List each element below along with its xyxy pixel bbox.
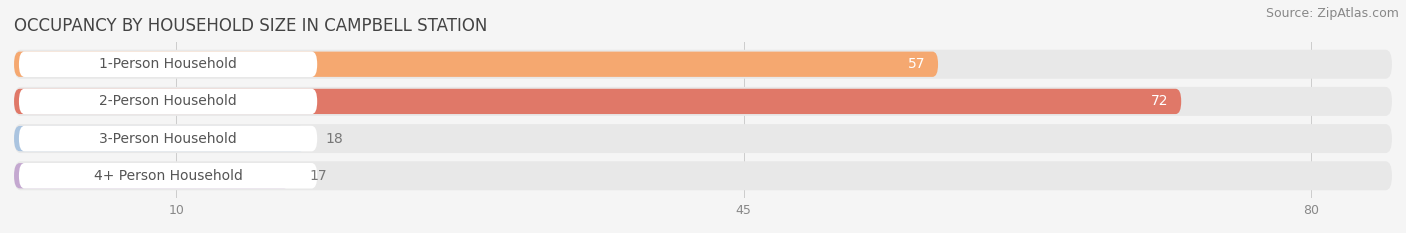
Text: 18: 18 [325, 132, 343, 146]
Text: 57: 57 [908, 57, 925, 71]
FancyBboxPatch shape [14, 89, 1181, 114]
FancyBboxPatch shape [14, 51, 938, 77]
Text: 72: 72 [1150, 94, 1168, 108]
FancyBboxPatch shape [18, 126, 318, 151]
FancyBboxPatch shape [14, 87, 1392, 116]
FancyBboxPatch shape [14, 126, 307, 151]
FancyBboxPatch shape [14, 163, 290, 188]
Text: 3-Person Household: 3-Person Household [100, 132, 238, 146]
Text: 1-Person Household: 1-Person Household [98, 57, 238, 71]
Text: 4+ Person Household: 4+ Person Household [94, 169, 242, 183]
FancyBboxPatch shape [18, 163, 318, 188]
Text: Source: ZipAtlas.com: Source: ZipAtlas.com [1265, 7, 1399, 20]
Text: 2-Person Household: 2-Person Household [100, 94, 238, 108]
FancyBboxPatch shape [18, 89, 318, 114]
Text: 17: 17 [309, 169, 326, 183]
FancyBboxPatch shape [14, 50, 1392, 79]
FancyBboxPatch shape [18, 51, 318, 77]
Text: OCCUPANCY BY HOUSEHOLD SIZE IN CAMPBELL STATION: OCCUPANCY BY HOUSEHOLD SIZE IN CAMPBELL … [14, 17, 488, 35]
FancyBboxPatch shape [14, 161, 1392, 190]
FancyBboxPatch shape [14, 124, 1392, 153]
